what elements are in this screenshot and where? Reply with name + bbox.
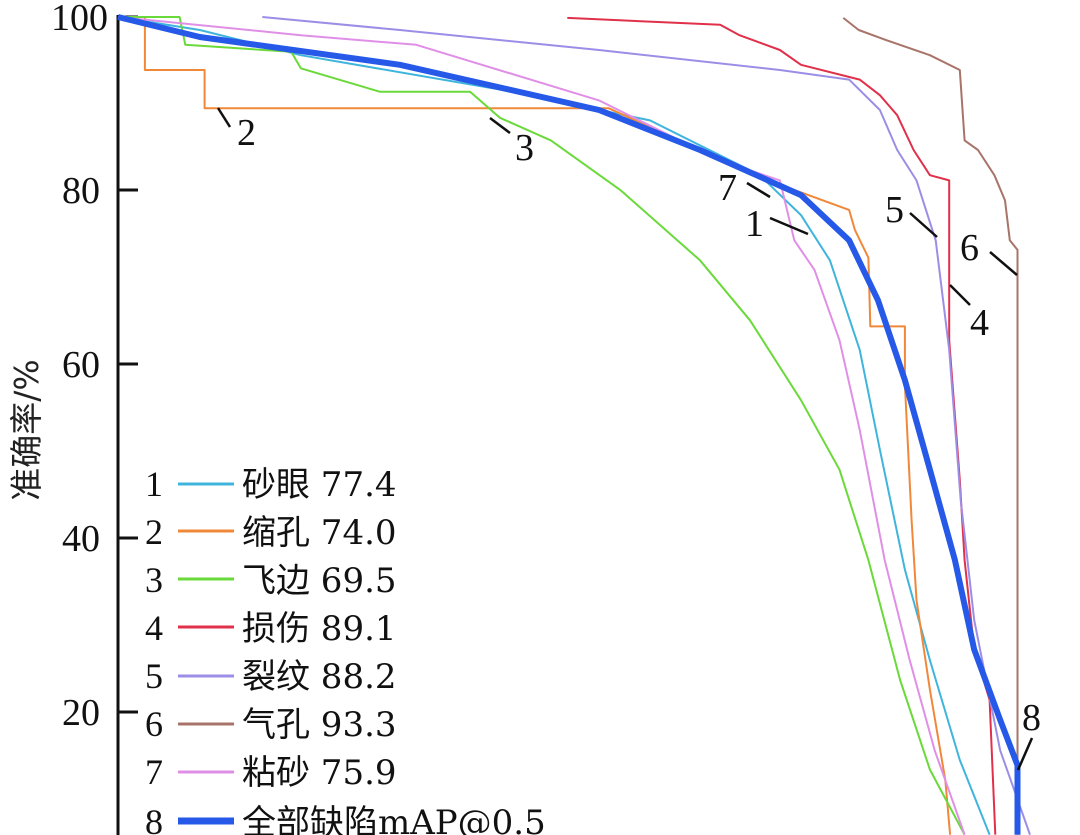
callout-7: 7 (718, 167, 771, 209)
tick-label-20: 20 (62, 692, 100, 734)
legend-number: 3 (145, 560, 163, 600)
callout-label: 2 (237, 112, 256, 154)
legend-label: 全部缺陷mAP@0.5 (242, 803, 546, 835)
legend-label: 缩孔 74.0 (242, 513, 397, 553)
callout-5: 5 (885, 189, 938, 238)
callout-label: 8 (1022, 697, 1041, 739)
legend-item-8: 8 全部缺陷mAP@0.5 (145, 802, 546, 835)
legend-label: 砂眼 77.4 (242, 465, 397, 505)
legend-number: 6 (145, 704, 163, 744)
callout-8: 8 (1016, 697, 1041, 771)
callout-leader-line (746, 181, 771, 199)
legend-number: 7 (145, 752, 163, 792)
legend-label: 气孔 93.3 (242, 705, 397, 745)
callout-leader-line (909, 212, 938, 238)
callout-2: 2 (216, 107, 256, 154)
callout-1: 1 (745, 203, 809, 245)
callout-leader-line (989, 251, 1018, 276)
callout-leader-line (949, 284, 971, 306)
series-line-8 (117, 14, 1021, 835)
callout-6: 6 (960, 227, 1018, 276)
legend-label: 损伤 89.1 (242, 609, 397, 649)
series-line-4 (567, 16, 997, 835)
legend-number: 2 (145, 512, 163, 552)
legend-number: 8 (145, 802, 163, 835)
legend-item-4: 4 损伤 89.1 (145, 608, 397, 649)
legend-number: 4 (145, 608, 163, 648)
callout-label: 7 (718, 167, 737, 209)
tick-label-60: 60 (62, 344, 100, 386)
callout-label: 1 (745, 203, 764, 245)
callout-label: 6 (960, 227, 979, 269)
callout-leader-line (769, 216, 809, 236)
callout-label: 4 (970, 302, 989, 344)
legend-label: 飞边 69.5 (242, 561, 397, 601)
series-line-5 (262, 16, 1031, 835)
callout-leader-line (1016, 737, 1034, 771)
callout-4: 4 (949, 284, 989, 344)
callout-leader-line (216, 107, 232, 128)
legend-item-6: 6 气孔 93.3 (145, 704, 397, 745)
legend: 1 砂眼 77.4 2 缩孔 74.0 3 飞边 69.5 4 损伤 89.1 … (145, 464, 546, 835)
callout-label: 3 (515, 127, 534, 169)
series-line-2 (118, 16, 952, 835)
callout-leader-line (489, 117, 511, 134)
legend-item-7: 7 粘砂 75.9 (145, 752, 397, 793)
curves-group (117, 14, 1031, 835)
tick-label-80: 80 (62, 170, 100, 212)
legend-item-3: 3 飞边 69.5 (145, 560, 397, 601)
callout-label: 5 (885, 189, 904, 231)
legend-item-2: 2 缩孔 74.0 (145, 512, 397, 553)
series-line-6 (842, 17, 1019, 835)
tick-label-100: 100 (51, 0, 108, 39)
callouts-group: 1 2 3 4 5 6 7 8 (216, 107, 1041, 771)
legend-label: 裂纹 88.2 (242, 657, 397, 697)
y-axis-tick-labels: 100 80 60 40 20 (51, 0, 108, 734)
series-line-1 (117, 16, 991, 835)
y-axis-ticks (118, 15, 138, 714)
legend-item-5: 5 裂纹 88.2 (145, 656, 397, 697)
y-axis-title: 准确率/% (7, 359, 46, 500)
legend-label: 粘砂 75.9 (242, 753, 397, 793)
legend-number: 5 (145, 656, 163, 696)
series-line-3 (118, 16, 966, 835)
series-line-7 (117, 16, 966, 835)
callout-3: 3 (489, 117, 534, 169)
legend-number: 1 (145, 464, 163, 504)
legend-item-1: 1 砂眼 77.4 (145, 464, 397, 505)
tick-label-40: 40 (62, 518, 100, 560)
